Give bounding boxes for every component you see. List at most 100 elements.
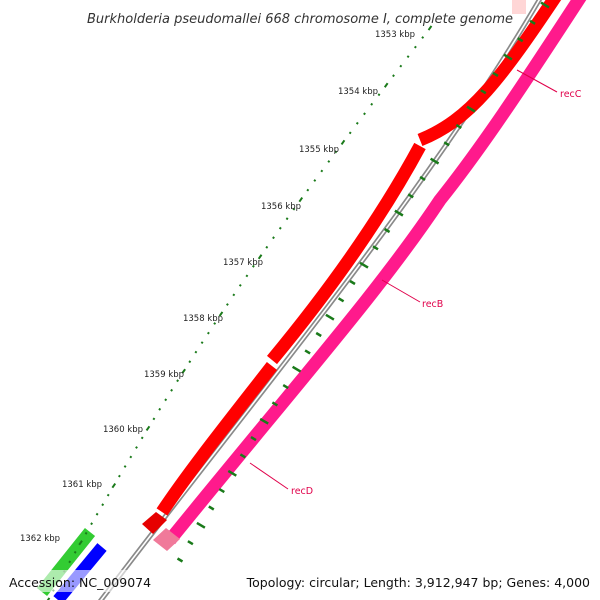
outer-tick (271, 401, 279, 407)
outer-tick (259, 417, 269, 425)
major-tick-dot (145, 425, 151, 432)
major-tick-dot (257, 254, 263, 260)
outer-tick (239, 453, 247, 459)
tick-label: 1357 kbp (223, 258, 263, 268)
tick-label: 1358 kbp (183, 314, 223, 324)
tick-label: 1359 kbp (144, 370, 184, 380)
outer-tick (208, 505, 215, 511)
minor-tick-dot (292, 207, 296, 211)
major-tick-dot (340, 139, 346, 146)
minor-tick-dot (101, 503, 105, 507)
outer-tick (443, 141, 450, 147)
minor-tick-dot (152, 417, 156, 421)
gene-label-recD[interactable]: recD (249, 462, 313, 497)
major-ticks: 1353 kbp 1354 kbp 1355 kbp 1356 kbp 1357… (20, 30, 415, 544)
minor-tick-dot (414, 45, 417, 49)
minor-tick-dot (176, 379, 179, 383)
summary-text: Topology: circular; Length: 3,912,947 bp… (246, 575, 590, 590)
outer-tick (517, 37, 524, 43)
minor-tick-dot (363, 112, 366, 116)
outer-tick (529, 19, 536, 25)
major-tick-dot (111, 482, 117, 489)
cds-reverse-arrowhead (153, 528, 180, 551)
outer-tick (282, 384, 289, 390)
outer-tick (349, 279, 356, 286)
outer-tick (466, 105, 476, 113)
outer-tick (492, 71, 499, 77)
tick-label: 1361 kbp (62, 480, 102, 490)
gene-label-recB[interactable]: recB (381, 279, 443, 310)
outer-tick (359, 261, 369, 269)
outer-tick (455, 123, 462, 129)
major-tick-dot (383, 82, 389, 88)
outer-tick (187, 540, 194, 546)
accession-text: Accession: NC_009074 (9, 575, 151, 590)
minor-tick-dot (313, 179, 317, 182)
minor-tick-dot (252, 264, 255, 268)
minor-tick-dot (370, 102, 374, 106)
minor-tick-dot (320, 169, 324, 173)
outer-tick-marks (176, 1, 550, 563)
outer-tick (337, 297, 345, 303)
outer-tick (250, 436, 257, 442)
minor-tick-dot (158, 407, 162, 411)
outer-tick (419, 175, 426, 181)
tick-label: 1353 kbp (375, 30, 415, 40)
minor-tick-dot (327, 160, 331, 163)
leader-line (381, 279, 421, 303)
outer-tick (227, 469, 237, 477)
outer-tick (372, 245, 379, 251)
minor-tick-dot (140, 436, 144, 440)
minor-tick-dot (135, 446, 138, 449)
minor-tick-dot (164, 398, 168, 402)
gene-name: recD (291, 486, 313, 497)
cds-recB-forward[interactable] (266, 142, 426, 365)
outer-tick (291, 365, 302, 373)
cds-pale-segment (512, 0, 526, 14)
outer-tick (383, 227, 391, 234)
accession-backdrop (6, 570, 151, 592)
outer-tick (394, 209, 404, 217)
minor-tick-dot (123, 465, 127, 468)
minor-tick-dot (84, 531, 88, 535)
minor-tick-dot (207, 331, 210, 335)
major-tick-dot (218, 311, 224, 317)
cds-recD-forward[interactable] (156, 362, 278, 516)
minor-tick-dot (200, 341, 204, 344)
cds-recC-forward[interactable] (417, 0, 562, 147)
tick-label: 1355 kbp (299, 145, 339, 155)
outer-tick (540, 1, 550, 9)
gene-name: recC (560, 89, 582, 100)
outer-tick (304, 349, 311, 355)
outer-tick (218, 488, 225, 494)
major-tick-dot (181, 368, 186, 374)
minor-tick-dot (285, 217, 289, 221)
major-tick-dot (78, 540, 83, 546)
gene-name: recB (422, 299, 443, 310)
cds-forward-arrowhead (142, 512, 167, 534)
major-tick-dot (45, 597, 51, 600)
leader-line (249, 462, 289, 490)
outer-tick (429, 157, 440, 165)
minor-tick-dot (226, 303, 229, 306)
tick-label: 1360 kbp (103, 425, 143, 435)
gene-label-recC[interactable]: recC (516, 69, 582, 100)
minor-tick-dot (106, 493, 110, 497)
minor-tick-dot (118, 474, 121, 478)
outer-tick (325, 313, 335, 321)
minor-tick-dot (406, 55, 410, 58)
minor-tick-dot (90, 522, 93, 526)
minor-tick-dot (238, 284, 242, 287)
minor-tick-dot (188, 360, 192, 364)
tick-label: 1362 kbp (20, 534, 60, 544)
minor-tick-dot (245, 274, 249, 278)
minor-tick-dot (68, 560, 72, 564)
minor-tick-dot (278, 226, 282, 230)
minor-tick-dot (306, 188, 310, 192)
outer-tick (480, 89, 487, 95)
minor-tick-dot (194, 350, 198, 354)
cds-reverse-band[interactable] (164, 0, 587, 545)
minor-tick-dot (272, 236, 275, 240)
outer-tick (503, 53, 513, 61)
